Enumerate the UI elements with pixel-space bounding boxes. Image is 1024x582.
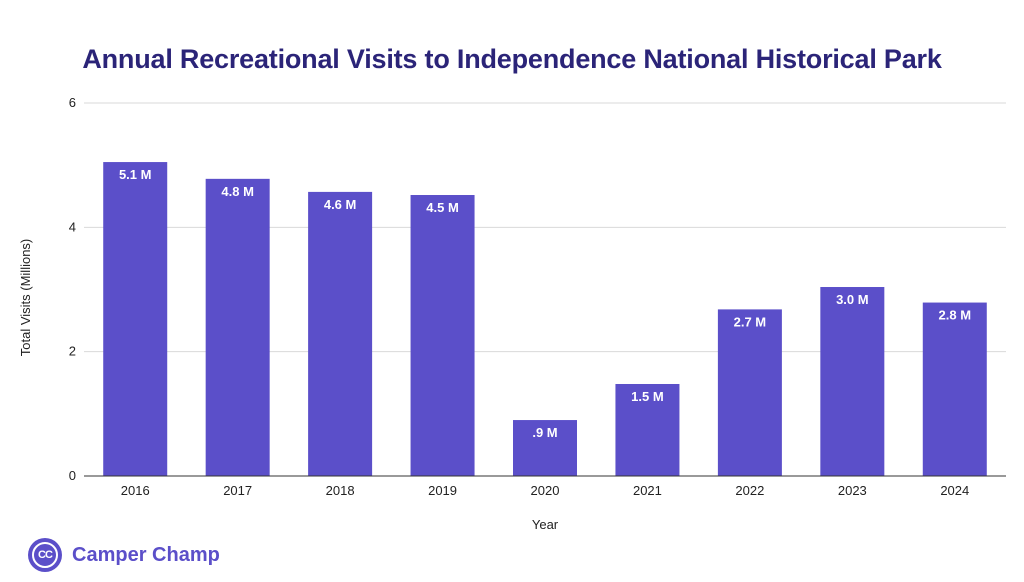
x-tick-label: 2021 bbox=[633, 483, 662, 498]
y-axis-ticks: 0 2 4 6 bbox=[69, 95, 76, 483]
bar-value-label: 4.5 M bbox=[426, 200, 459, 215]
bar-value-label: 1.5 M bbox=[631, 389, 664, 404]
bar bbox=[513, 420, 577, 476]
x-axis-title: Year bbox=[532, 517, 559, 532]
bar bbox=[103, 162, 168, 476]
data-labels: 5.1 M 4.8 M 4.6 M 4.5 M .9 M 1.5 M 2.7 M 3.0 M 2… bbox=[119, 167, 971, 440]
brand-logo-icon: CC bbox=[28, 538, 62, 572]
x-tick-label: 2017 bbox=[223, 483, 252, 498]
bar-value-label: 2.7 M bbox=[734, 314, 767, 329]
bar-value-label: 3.0 M bbox=[836, 292, 869, 307]
bar bbox=[205, 178, 270, 477]
y-tick-label: 0 bbox=[69, 468, 76, 483]
bar-value-label: .9 M bbox=[532, 425, 557, 440]
brand-name: Camper Champ bbox=[72, 543, 220, 566]
bar bbox=[922, 302, 987, 476]
bars bbox=[103, 162, 987, 477]
bar bbox=[820, 287, 885, 476]
brand-logo-text: CC bbox=[32, 542, 58, 568]
bar-value-label: 4.6 M bbox=[324, 197, 357, 212]
bar-value-label: 5.1 M bbox=[119, 167, 152, 182]
bar bbox=[615, 383, 680, 476]
x-tick-label: 2019 bbox=[428, 483, 457, 498]
y-tick-label: 2 bbox=[69, 344, 76, 359]
bar bbox=[308, 191, 373, 477]
x-tick-label: 2020 bbox=[531, 483, 560, 498]
bar bbox=[410, 195, 475, 477]
brand-footer: CC Camper Champ bbox=[28, 537, 220, 573]
x-tick-label: 2022 bbox=[735, 483, 764, 498]
x-axis-ticks: 2016 2017 2018 2019 2020 2021 2022 2023 2024 bbox=[121, 483, 969, 498]
x-tick-label: 2023 bbox=[838, 483, 867, 498]
bar-value-label: 2.8 M bbox=[939, 308, 972, 323]
x-tick-label: 2016 bbox=[121, 483, 150, 498]
chart-title: Annual Recreational Visits to Independen… bbox=[82, 44, 942, 74]
y-tick-label: 6 bbox=[69, 95, 76, 110]
y-tick-label: 4 bbox=[69, 219, 76, 234]
x-tick-label: 2018 bbox=[326, 483, 355, 498]
x-tick-label: 2024 bbox=[940, 483, 969, 498]
bar-value-label: 4.8 M bbox=[221, 184, 254, 199]
bar bbox=[717, 309, 782, 476]
y-axis-title: Total Visits (Millions) bbox=[18, 239, 33, 357]
